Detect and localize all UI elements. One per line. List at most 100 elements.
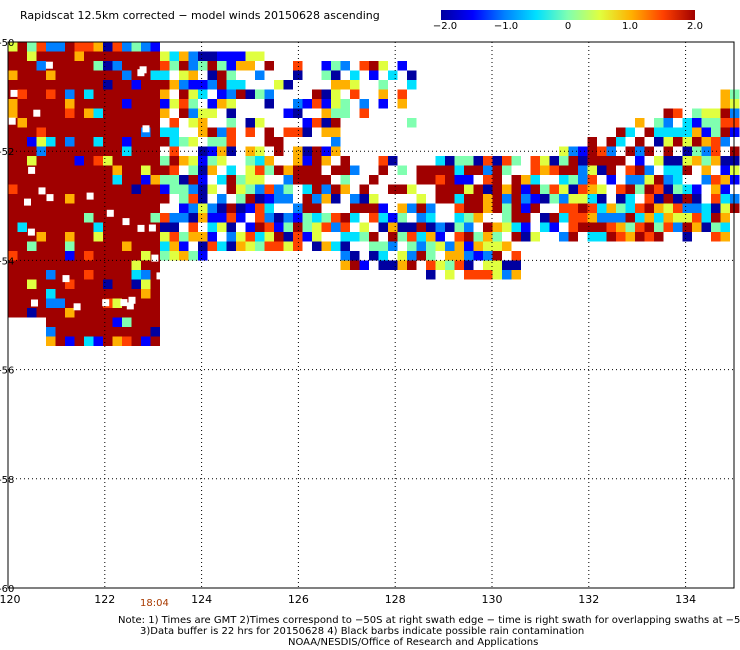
data-cell (198, 232, 208, 242)
data-cell (103, 260, 113, 270)
data-cell (179, 194, 189, 204)
data-cell (112, 232, 122, 242)
data-cell (65, 61, 75, 71)
data-cell (492, 251, 502, 261)
data-cell (150, 137, 160, 147)
data-cell (540, 156, 550, 166)
data-cell (74, 127, 84, 137)
data-cell (673, 127, 683, 137)
data-cell (663, 203, 673, 213)
data-cell (331, 99, 341, 109)
data-cell (559, 156, 569, 166)
data-cell (141, 327, 151, 337)
data-cell (236, 194, 246, 204)
data-cell (540, 222, 550, 232)
data-cell (169, 251, 179, 261)
data-cell (93, 146, 103, 156)
data-cell (255, 156, 265, 166)
data-cell (578, 175, 588, 185)
data-cell (283, 213, 293, 223)
data-cell (65, 336, 75, 346)
data-cell (122, 42, 132, 52)
data-cell (141, 156, 151, 166)
data-cell (188, 51, 198, 61)
data-cell (141, 99, 151, 109)
data-cell (84, 241, 94, 251)
data-cell (112, 213, 122, 223)
data-cell (112, 118, 122, 128)
data-cell (8, 156, 18, 166)
data-cell (188, 118, 198, 128)
data-cell (150, 279, 160, 289)
data-cell (445, 241, 455, 251)
data-cell (673, 184, 683, 194)
data-cell (150, 80, 160, 90)
data-cell (179, 70, 189, 80)
data-cell (483, 165, 493, 175)
data-cell (454, 194, 464, 204)
data-cell (17, 156, 27, 166)
data-cell (65, 260, 75, 270)
data-cell (65, 298, 75, 308)
data-gap (10, 89, 18, 97)
data-cell (103, 289, 113, 299)
data-cell (454, 213, 464, 223)
data-cell (730, 127, 740, 137)
data-cell (606, 222, 616, 232)
data-cell (435, 194, 445, 204)
data-cell (46, 127, 56, 137)
data-cell (340, 80, 350, 90)
data-cell (264, 184, 274, 194)
data-cell (188, 89, 198, 99)
data-cell (473, 213, 483, 223)
data-cell (350, 232, 360, 242)
data-cell (492, 270, 502, 280)
data-cell (701, 203, 711, 213)
data-cell (207, 99, 217, 109)
x-tick-label: 124 (191, 593, 212, 606)
data-cell (302, 203, 312, 213)
data-cell (150, 127, 160, 137)
data-cell (274, 213, 284, 223)
data-cell (236, 89, 246, 99)
data-cell (160, 194, 170, 204)
data-cell (150, 118, 160, 128)
data-cell (65, 308, 75, 318)
data-cell (587, 156, 597, 166)
data-cell (179, 80, 189, 90)
data-cell (207, 61, 217, 71)
data-cell (65, 203, 75, 213)
data-cell (464, 222, 474, 232)
data-cell (150, 61, 160, 71)
data-cell (74, 89, 84, 99)
data-cell (283, 127, 293, 137)
data-cell (302, 156, 312, 166)
data-cell (46, 251, 56, 261)
data-cell (644, 165, 654, 175)
data-cell (103, 156, 113, 166)
data-cell (131, 61, 141, 71)
data-cell (160, 222, 170, 232)
data-cell (160, 89, 170, 99)
colorbar-gradient (441, 10, 695, 20)
data-cell (378, 222, 388, 232)
data-cell (293, 175, 303, 185)
data-cell (255, 232, 265, 242)
data-cell (255, 194, 265, 204)
data-cell (55, 61, 65, 71)
data-cell (483, 156, 493, 166)
data-cell (720, 118, 730, 128)
data-cell (131, 260, 141, 270)
data-cell (74, 289, 84, 299)
data-cell (483, 222, 493, 232)
data-cell (397, 251, 407, 261)
data-cell (8, 61, 18, 71)
data-cell (587, 165, 597, 175)
data-cell (293, 241, 303, 251)
data-cell (473, 194, 483, 204)
data-cell (65, 241, 75, 251)
data-cell (473, 270, 483, 280)
data-cell (682, 127, 692, 137)
data-cell (350, 203, 360, 213)
data-cell (131, 251, 141, 261)
